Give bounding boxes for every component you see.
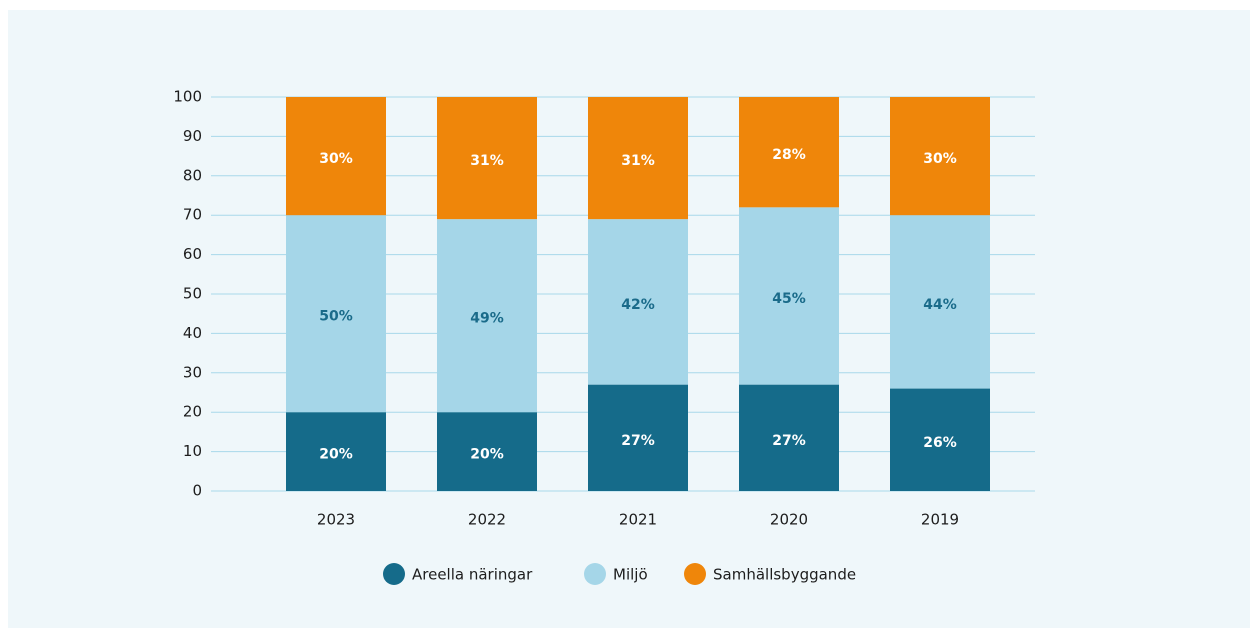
- value-label: 28%: [772, 147, 806, 163]
- x-tick-label: 2020: [770, 511, 808, 529]
- y-tick-label: 100: [173, 88, 202, 106]
- value-label: 20%: [319, 447, 353, 463]
- bar-segment: [588, 384, 688, 491]
- legend-swatch: [684, 563, 706, 585]
- legend-swatch: [383, 563, 405, 585]
- value-label: 45%: [772, 291, 806, 307]
- value-label: 27%: [772, 433, 806, 449]
- bar-segment: [739, 207, 839, 385]
- y-tick-label: 60: [183, 245, 202, 263]
- y-tick-label: 80: [183, 166, 202, 184]
- bar-segment: [739, 97, 839, 208]
- x-tick-label: 2021: [619, 511, 657, 529]
- value-label: 31%: [621, 153, 655, 169]
- y-tick-label: 70: [183, 206, 202, 224]
- bar-segment: [588, 97, 688, 220]
- value-label: 42%: [621, 297, 655, 313]
- y-tick-label: 0: [192, 482, 202, 500]
- y-tick-label: 20: [183, 403, 202, 421]
- bar-segment: [890, 215, 990, 389]
- y-tick-label: 90: [183, 127, 202, 145]
- y-tick-label: 10: [183, 442, 202, 460]
- y-tick-label: 50: [183, 285, 202, 303]
- legend-label: Areella näringar: [412, 566, 533, 584]
- bar-segment: [890, 97, 990, 216]
- value-label: 30%: [319, 151, 353, 167]
- x-tick-label: 2019: [921, 511, 959, 529]
- value-label: 49%: [470, 311, 504, 327]
- y-tick-label: 30: [183, 363, 202, 381]
- value-label: 27%: [621, 433, 655, 449]
- bar-segment: [286, 215, 386, 413]
- legend-label: Samhällsbyggande: [713, 566, 856, 584]
- x-tick-label: 2022: [468, 511, 506, 529]
- bar-segment: [739, 384, 839, 491]
- bar-segment: [437, 219, 537, 413]
- bar-segment: [588, 219, 688, 385]
- bar-segment: [437, 97, 537, 220]
- x-tick-label: 2023: [317, 511, 355, 529]
- value-label: 30%: [923, 151, 957, 167]
- value-label: 20%: [470, 447, 504, 463]
- legend-label: Miljö: [613, 566, 648, 584]
- legend-swatch: [584, 563, 606, 585]
- y-tick-label: 40: [183, 324, 202, 342]
- value-label: 31%: [470, 153, 504, 169]
- bar-segment: [286, 412, 386, 491]
- bar-segment: [890, 388, 990, 491]
- value-label: 26%: [923, 435, 957, 451]
- bar-segment: [286, 97, 386, 216]
- value-label: 44%: [923, 297, 957, 313]
- value-label: 50%: [319, 309, 353, 325]
- bar-segment: [437, 412, 537, 491]
